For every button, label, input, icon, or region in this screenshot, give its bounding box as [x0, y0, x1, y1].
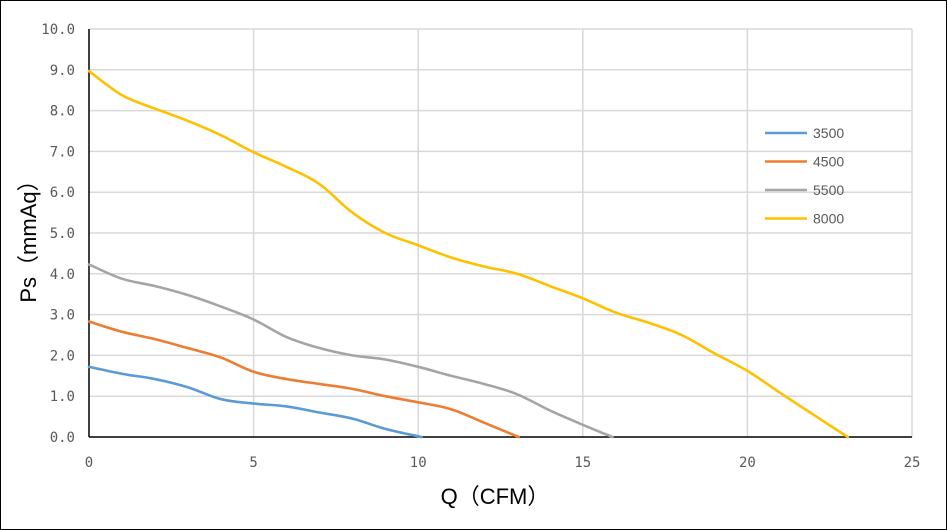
y-tick-label: 6.0 [50, 185, 75, 201]
x-tick-label: 20 [739, 455, 756, 471]
x-tick-label: 5 [249, 455, 257, 471]
y-tick-label: 0.0 [50, 430, 75, 446]
x-tick-label: 25 [904, 455, 921, 471]
y-tick-label: 4.0 [50, 267, 75, 283]
series-line-8000 [87, 69, 850, 439]
series-line-4500 [87, 320, 520, 439]
y-tick-label: 8.0 [50, 104, 75, 120]
y-tick-label: 2.0 [50, 348, 75, 364]
series-line-3500 [87, 365, 423, 439]
y-axis-title: Ps（mmAq） [16, 169, 41, 302]
y-tick-label: 1.0 [50, 389, 75, 405]
legend: 3500 4500 5500 8000 [765, 125, 844, 227]
x-tick-label: 15 [574, 455, 591, 471]
x-axis-title: Q（CFM） [441, 484, 550, 509]
tick-labels: 0.0 1.0 2.0 3.0 4.0 5.0 6.0 7.0 8.0 9.0 10.0 0 5 10 15… [41, 22, 920, 471]
legend-label-8000: 8000 [813, 211, 844, 227]
data-series [87, 69, 850, 439]
grid-lines [89, 28, 913, 437]
y-tick-label: 3.0 [50, 308, 75, 324]
axes [88, 29, 912, 438]
series-line-5500 [87, 263, 614, 439]
legend-label-5500: 5500 [813, 182, 844, 198]
x-tick-label: 10 [410, 455, 427, 471]
x-tick-label: 0 [85, 455, 93, 471]
legend-label-3500: 3500 [813, 125, 844, 141]
y-tick-label: 9.0 [50, 63, 75, 79]
y-tick-label: 7.0 [50, 144, 75, 160]
y-tick-label: 10.0 [41, 22, 75, 38]
legend-label-4500: 4500 [813, 154, 844, 170]
y-tick-label: 5.0 [50, 226, 75, 242]
